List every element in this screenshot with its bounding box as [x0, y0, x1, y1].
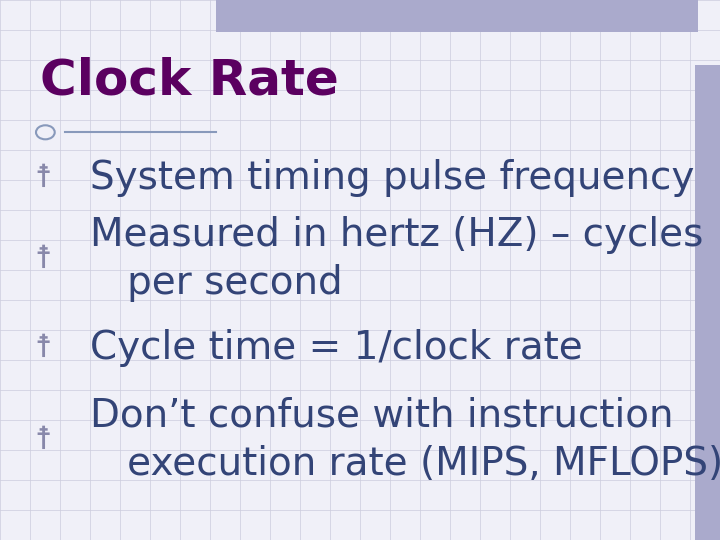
Text: ☨: ☨ — [35, 333, 52, 364]
Text: ☨: ☨ — [35, 244, 52, 275]
Text: Don’t confuse with instruction
   execution rate (MIPS, MFLOPS): Don’t confuse with instruction execution… — [90, 397, 720, 483]
Text: ☨: ☨ — [35, 424, 52, 456]
Text: System timing pulse frequency: System timing pulse frequency — [90, 159, 694, 197]
FancyBboxPatch shape — [695, 65, 720, 540]
Text: Measured in hertz (HZ) – cycles
   per second: Measured in hertz (HZ) – cycles per seco… — [90, 216, 703, 302]
Text: Cycle time = 1/clock rate: Cycle time = 1/clock rate — [90, 329, 582, 367]
Text: ☨: ☨ — [35, 163, 52, 194]
FancyBboxPatch shape — [216, 0, 698, 32]
Text: Clock Rate: Clock Rate — [40, 57, 338, 105]
